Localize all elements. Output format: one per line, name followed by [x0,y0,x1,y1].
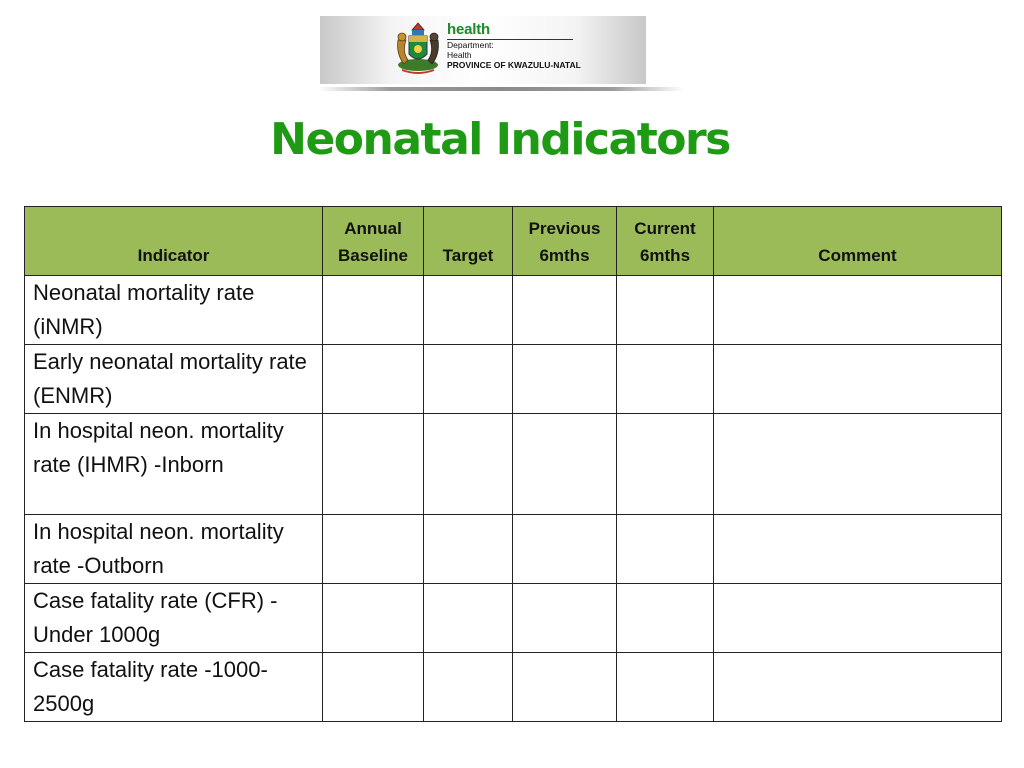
logo-brand: health [447,21,490,38]
annual-baseline-cell [322,514,424,584]
previous-6mths-cell [512,652,617,722]
table-row: In hospital neon. mortality rate -Outbor… [24,514,1002,584]
indicator-cell: Case fatality rate -1000-2500g [24,652,323,722]
target-cell [423,413,513,515]
column-header-comment: Comment [713,206,1002,276]
target-cell [423,344,513,414]
table-row: Case fatality rate (CFR) -Under 1000g [24,583,1002,653]
banner-underline [318,87,684,91]
column-header-target: Target [423,206,513,276]
annual-baseline-cell [322,583,424,653]
column-header-annual-baseline: Annual Baseline [322,206,424,276]
current-6mths-cell [616,514,714,584]
current-6mths-cell [616,275,714,345]
comment-cell [713,652,1002,722]
neonatal-indicators-table: Indicator Annual Baseline Target Previou… [24,206,1002,722]
annual-baseline-cell [322,275,424,345]
comment-cell [713,344,1002,414]
target-cell [423,583,513,653]
table-row: Early neonatal mortality rate (ENMR) [24,344,1002,414]
target-cell [423,652,513,722]
column-header-previous-6mths: Previous 6mths [512,206,617,276]
previous-6mths-cell [512,275,617,345]
logo-province: PROVINCE OF KWAZULU-NATAL [447,60,581,70]
annual-baseline-cell [322,413,424,515]
indicator-cell: Early neonatal mortality rate (ENMR) [24,344,323,414]
current-6mths-cell [616,413,714,515]
indicator-cell: In hospital neon. mortality rate -Outbor… [24,514,323,584]
department-logo-text: health Department: Health PROVINCE OF KW… [447,22,581,70]
comment-cell [713,275,1002,345]
kzn-coat-of-arms-icon [397,22,439,74]
indicator-cell: Neonatal mortality rate (iNMR) [24,275,323,345]
indicator-cell: In hospital neon. mortality rate (IHMR) … [24,413,323,515]
indicator-cell: Case fatality rate (CFR) -Under 1000g [24,583,323,653]
previous-6mths-cell [512,583,617,653]
comment-cell [713,413,1002,515]
page-title: Neonatal Indicators [270,114,731,165]
annual-baseline-cell [322,652,424,722]
table-header-row: Indicator Annual Baseline Target Previou… [24,206,1002,276]
current-6mths-cell [616,652,714,722]
table-row: Neonatal mortality rate (iNMR) [24,275,1002,345]
previous-6mths-cell [512,413,617,515]
target-cell [423,275,513,345]
logo-banner [320,16,646,84]
logo-department: Department: [447,40,494,50]
current-6mths-cell [616,583,714,653]
logo-health: Health [447,49,472,60]
comment-cell [713,514,1002,584]
table-row: Case fatality rate -1000-2500g [24,652,1002,722]
annual-baseline-cell [322,344,424,414]
target-cell [423,514,513,584]
logo-rule [447,39,573,40]
table-row: In hospital neon. mortality rate (IHMR) … [24,413,1002,515]
previous-6mths-cell [512,344,617,414]
comment-cell [713,583,1002,653]
column-header-current-6mths: Current 6mths [616,206,714,276]
column-header-indicator: Indicator [24,206,323,276]
previous-6mths-cell [512,514,617,584]
current-6mths-cell [616,344,714,414]
